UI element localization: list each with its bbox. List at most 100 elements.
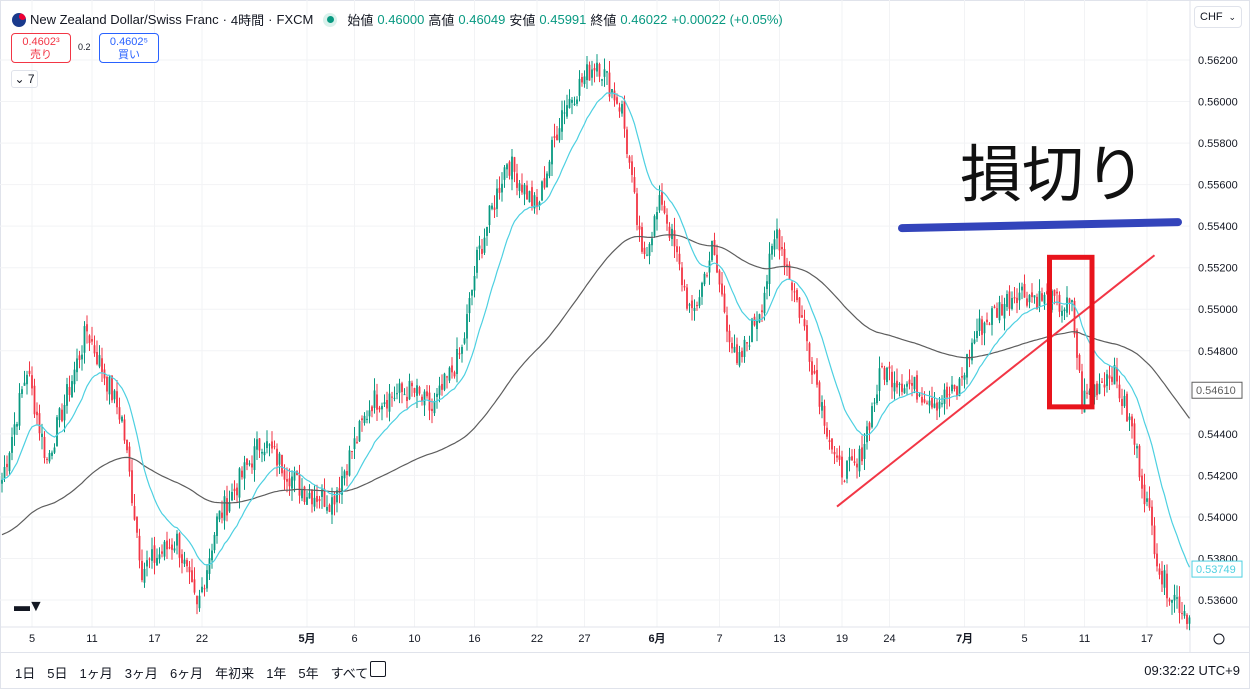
candle-body <box>138 535 141 561</box>
indicators-toggle-button[interactable]: ⌄ 7 <box>11 70 38 88</box>
candle-body <box>26 374 28 385</box>
range-button[interactable]: 1年 <box>266 666 287 681</box>
candle-body <box>36 411 38 416</box>
candle-body <box>221 512 223 518</box>
candle-body <box>711 240 713 261</box>
candle-body <box>976 330 978 339</box>
candle-body <box>158 554 161 560</box>
candle-body <box>761 310 763 313</box>
candle-body <box>616 97 618 104</box>
candle-body <box>228 502 231 512</box>
price-chart[interactable]: 0.56200 0.56000 0.55800 0.55600 0.55400 0.552… <box>0 0 1250 652</box>
x-tick-label: 11 <box>1079 633 1090 645</box>
range-button[interactable]: 年初来 <box>215 666 255 681</box>
candle-body <box>316 496 318 502</box>
candle-body <box>798 297 801 318</box>
candle-body <box>906 383 908 387</box>
candle-body <box>453 372 456 377</box>
candle-body <box>1111 376 1113 382</box>
x-tick-label: 11 <box>86 633 97 645</box>
candle-body <box>978 318 981 331</box>
candle-body <box>556 134 558 141</box>
candle-body <box>788 264 791 280</box>
candle-body <box>1138 445 1141 478</box>
candle-body <box>241 470 243 478</box>
candle-body <box>83 326 86 353</box>
candle-body <box>873 402 876 404</box>
candle-body <box>38 413 41 434</box>
settings-eye-icon[interactable] <box>1213 633 1225 645</box>
candle-body <box>463 338 466 344</box>
candle-body <box>1028 294 1031 303</box>
candle-body <box>878 368 881 391</box>
candle-body <box>608 72 611 97</box>
candle-body <box>763 292 766 314</box>
candle-body <box>68 387 71 396</box>
candle-body <box>266 441 268 449</box>
currency-select[interactable]: CHF ⌄ <box>1194 6 1242 28</box>
close-value: 0.46022 <box>620 12 668 27</box>
range-button[interactable]: 1日 <box>15 666 36 681</box>
candle-body <box>653 216 656 236</box>
calendar-goto-icon[interactable] <box>370 661 386 677</box>
sell-label: 売り <box>30 49 52 61</box>
candle-body <box>16 424 18 427</box>
candle-body <box>1133 423 1136 445</box>
candle-body <box>471 289 473 296</box>
candle-body <box>376 394 378 410</box>
candle-body <box>1101 381 1103 383</box>
range-button[interactable]: 6ヶ月 <box>169 666 204 681</box>
clock[interactable]: 09:32:22 UTC+9 <box>1144 663 1240 678</box>
candle-body <box>406 396 408 402</box>
candle-body <box>628 156 631 163</box>
candle-body <box>421 396 423 402</box>
candle-body <box>1086 392 1088 394</box>
candle-body <box>648 244 651 256</box>
candle-body <box>1141 475 1143 489</box>
candle-body <box>523 184 526 195</box>
candle-body <box>676 246 678 253</box>
candle-body <box>231 491 233 501</box>
candle-body <box>1178 596 1181 613</box>
candle-body <box>971 342 973 361</box>
candle-body <box>441 383 443 390</box>
candle-body <box>636 193 638 225</box>
candle-body <box>511 156 513 180</box>
candle-body <box>938 401 941 409</box>
candle-body <box>128 446 131 472</box>
candle-body <box>283 470 286 480</box>
symbol-name[interactable]: New Zealand Dollar/Swiss Franc <box>30 12 219 27</box>
candle-body <box>1053 289 1056 296</box>
buy-button[interactable]: 0.4602⁵ 買い <box>99 33 159 63</box>
range-button[interactable]: すべて <box>330 666 369 681</box>
candle-body <box>43 436 46 458</box>
range-button[interactable]: 5日 <box>47 666 68 681</box>
candle-body <box>246 458 248 465</box>
candle-body <box>288 478 291 487</box>
market-status-icon <box>323 12 338 27</box>
candle-body <box>783 248 786 266</box>
candle-body <box>436 393 438 397</box>
tradingview-logo[interactable]: ▬▼ <box>14 598 44 615</box>
sell-button[interactable]: 0.4602³ 売り <box>11 33 71 63</box>
range-button[interactable]: 1ヶ月 <box>79 666 113 681</box>
candle-body <box>46 458 48 460</box>
x-tick-label: 24 <box>883 633 895 645</box>
range-button[interactable]: 3ヶ月 <box>124 666 158 681</box>
candle-body <box>778 230 781 251</box>
candle-body <box>451 365 453 373</box>
candle-body <box>548 161 551 177</box>
candle-body <box>961 376 963 378</box>
candle-body <box>861 447 863 462</box>
candle-body <box>913 376 916 390</box>
candle-body <box>341 475 343 495</box>
price-label-box <box>1191 381 1243 399</box>
candle-body <box>1131 416 1133 427</box>
candle-body <box>323 488 326 507</box>
candle-body <box>181 554 183 564</box>
range-button[interactable]: 5年 <box>298 666 319 681</box>
interval[interactable]: 4時間 <box>230 13 265 28</box>
candle-body <box>393 397 396 399</box>
candle-body <box>793 291 796 293</box>
candle-body <box>741 350 743 358</box>
